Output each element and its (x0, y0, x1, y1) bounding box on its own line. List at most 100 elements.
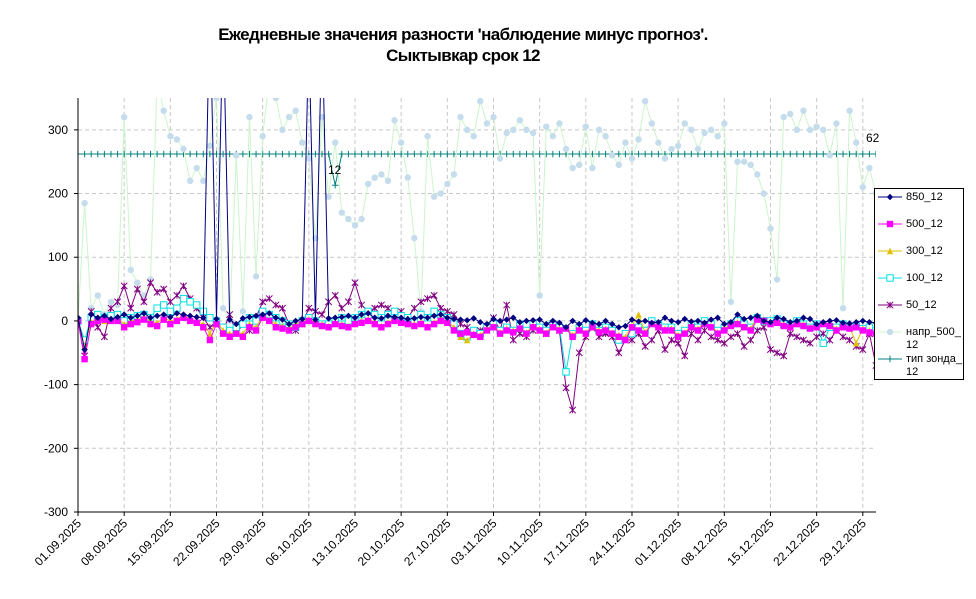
point (404, 320, 411, 328)
point (615, 150, 622, 158)
point (292, 150, 299, 158)
point (437, 311, 444, 318)
point (727, 333, 735, 341)
point (509, 336, 517, 344)
point (430, 312, 438, 320)
legend-item: тип зонда_12 (875, 353, 963, 380)
point (839, 304, 847, 312)
point (457, 150, 464, 158)
point (404, 174, 411, 181)
point (523, 150, 530, 158)
point (496, 317, 504, 325)
point (549, 317, 557, 325)
point (127, 320, 134, 328)
point (477, 98, 484, 105)
point (78, 150, 82, 158)
point (754, 312, 761, 320)
point (259, 311, 266, 318)
point (167, 313, 174, 321)
point (721, 320, 728, 328)
annotation: 62 (866, 131, 880, 145)
point (556, 327, 563, 334)
point (140, 298, 148, 306)
point (332, 139, 339, 146)
point (589, 319, 596, 327)
point (345, 324, 352, 331)
point (635, 327, 642, 334)
point (450, 171, 458, 178)
point (364, 180, 372, 188)
point (674, 318, 682, 326)
legend-marker (886, 247, 894, 255)
point (516, 117, 524, 124)
point (312, 320, 319, 328)
point (114, 298, 122, 306)
point (219, 304, 227, 312)
point (516, 325, 524, 332)
point (305, 304, 313, 312)
point (344, 298, 352, 306)
point (100, 333, 108, 341)
point (81, 346, 88, 353)
chart-subtitle: Сыктывкар срок 12 (386, 46, 540, 65)
point (266, 150, 273, 158)
point (813, 123, 820, 130)
point (793, 150, 801, 158)
point (252, 273, 260, 280)
point (866, 329, 873, 336)
point (239, 150, 247, 158)
point (747, 150, 754, 158)
point (714, 330, 721, 337)
point (167, 133, 174, 140)
point (556, 150, 563, 158)
x-tick-label: 29.09.2025 (216, 516, 269, 569)
point (734, 150, 741, 158)
point (707, 126, 715, 134)
point (799, 336, 808, 344)
point (727, 322, 735, 330)
point (384, 312, 392, 320)
point (714, 150, 721, 158)
point (285, 327, 293, 334)
point (793, 126, 801, 134)
x-tick-label: 10.11.2025 (494, 516, 546, 568)
point (608, 320, 616, 328)
point (503, 316, 510, 323)
legend-label: 500_12 (906, 218, 943, 230)
point (127, 266, 134, 274)
point (160, 311, 167, 318)
point (806, 315, 814, 323)
point (688, 318, 695, 325)
legend-marker (886, 193, 894, 201)
point (318, 311, 326, 319)
point (707, 333, 715, 341)
legend-swatch (878, 247, 902, 255)
point (529, 324, 537, 331)
point (826, 152, 834, 159)
x-tick-label: 06.10.2025 (263, 516, 316, 569)
point (576, 161, 583, 169)
point (747, 161, 754, 169)
point (576, 320, 583, 328)
point (107, 150, 115, 158)
point (740, 158, 748, 165)
point (272, 150, 280, 158)
y-tick-label: 200 (48, 187, 68, 201)
x-tick-label: 01.09.2025 (32, 516, 85, 569)
point (351, 320, 359, 328)
point (780, 113, 787, 121)
point (793, 317, 801, 325)
point (701, 150, 708, 158)
point (853, 324, 860, 331)
point (154, 76, 160, 82)
point (166, 298, 174, 306)
point (648, 150, 655, 158)
point (378, 150, 385, 158)
point (220, 12, 226, 18)
point (94, 314, 101, 321)
point (523, 330, 530, 337)
point (668, 336, 676, 344)
point (246, 113, 253, 121)
point (839, 319, 847, 327)
point (81, 355, 88, 363)
